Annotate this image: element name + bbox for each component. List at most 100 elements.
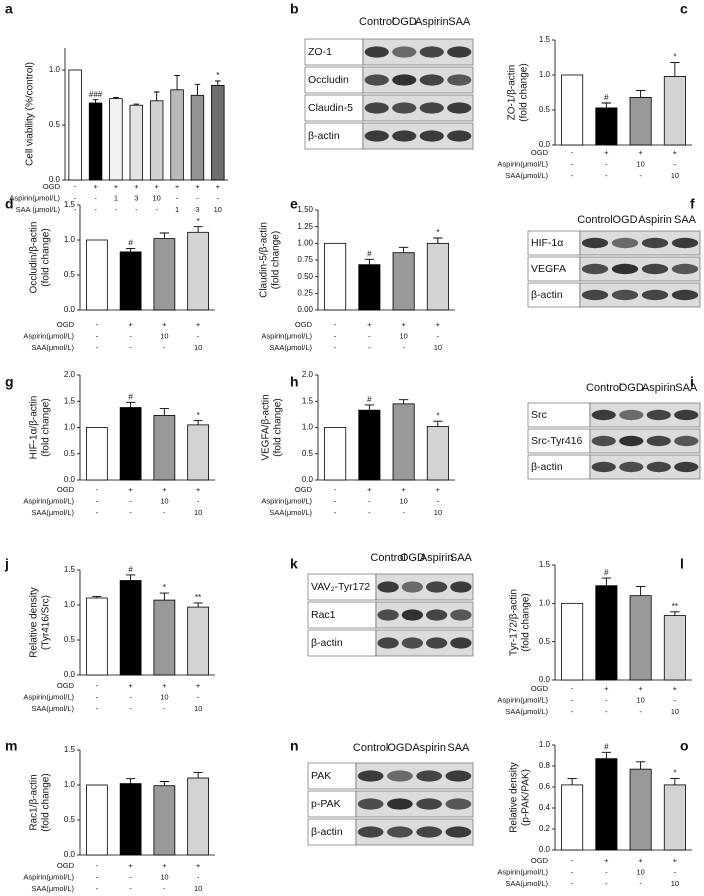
y-tick-label: 1.5 <box>302 396 314 405</box>
error-bar <box>433 237 443 244</box>
error-bar <box>601 751 612 759</box>
blot-label-box <box>527 428 591 454</box>
blot-band <box>401 609 424 621</box>
blot-band <box>450 581 472 593</box>
y-tick-label: 1.0 <box>64 423 76 432</box>
blot-band <box>591 461 616 473</box>
treatment-label: SAA (μmol/L) <box>16 205 61 214</box>
treatment-cell: - <box>163 508 166 517</box>
treatment-label: Aspirin(μmol/L) <box>497 695 548 704</box>
treatment-cell: - <box>196 193 199 202</box>
blot-band <box>641 263 669 275</box>
blot-band <box>445 826 472 838</box>
y-axis-label: (fold change) <box>41 398 52 456</box>
bar-chart: h VEGFA/β-actin (fold change) 0.0 0.5 1.0 1.5 2… <box>261 370 455 517</box>
treatment-cell: + <box>196 320 201 329</box>
treatment-cell: - <box>571 684 574 693</box>
bar <box>629 97 652 146</box>
error-bar <box>635 89 646 98</box>
blot-band <box>401 637 424 649</box>
treatment-cell: - <box>74 193 77 202</box>
treatment-cell: - <box>674 695 677 704</box>
blot-label-box <box>307 762 357 790</box>
treatment-cell: - <box>605 159 608 168</box>
panel-letter: n <box>290 738 299 754</box>
treatment-cell: 10 <box>194 704 202 713</box>
treatment-cell: + <box>436 320 441 329</box>
bar <box>119 580 142 676</box>
significance-mark: # <box>604 93 609 102</box>
y-tick-label: 2.0 <box>64 370 76 379</box>
treatment-label: Aspirin(μmol/L) <box>261 331 312 340</box>
treatment-cell: - <box>334 496 337 505</box>
bar <box>358 409 381 481</box>
blot-band <box>419 46 444 58</box>
error-bar <box>215 80 221 86</box>
lane-label: Aspirin <box>412 742 446 754</box>
treatment-label: OGD <box>295 485 313 494</box>
bar <box>109 98 123 181</box>
treatment-cell: - <box>197 496 200 505</box>
y-axis-label: Relative density <box>29 587 40 658</box>
treatment-cell: + <box>638 856 643 865</box>
error-bar <box>670 61 680 77</box>
blot-label-box <box>527 402 591 428</box>
blot-band <box>619 409 644 421</box>
treatment-cell: + <box>216 182 221 191</box>
treatment-cell: + <box>93 182 98 191</box>
bar <box>187 606 209 676</box>
y-tick-label: 0.5 <box>302 449 314 458</box>
treatment-cell: + <box>154 182 159 191</box>
treatment-cell: 10 <box>214 205 222 214</box>
error-bar <box>601 577 612 586</box>
blot-band <box>364 102 389 114</box>
bar <box>153 599 176 676</box>
treatment-cell: 10 <box>160 331 168 340</box>
treatment-cell: + <box>114 182 119 191</box>
treatment-cell: 10 <box>153 193 161 202</box>
blot-band <box>447 102 472 114</box>
treatment-cell: - <box>197 872 200 881</box>
error-bar <box>159 408 169 416</box>
protein-label: β-actin <box>311 826 343 838</box>
error-bar <box>133 103 140 106</box>
treatment-cell: - <box>437 331 440 340</box>
treatment-cell: + <box>162 681 167 690</box>
bar <box>153 785 176 856</box>
error-bar <box>159 592 169 601</box>
treatment-label: OGD <box>295 320 313 329</box>
treatment-label: Aspirin(μmol/L) <box>261 496 312 505</box>
treatment-cell: - <box>334 508 337 517</box>
lane-label: OGD <box>619 382 644 394</box>
treatment-cell: - <box>155 205 158 214</box>
lane-label: Control <box>359 16 394 28</box>
error-bar <box>364 404 375 411</box>
treatment-label: OGD <box>531 856 549 865</box>
lane-label: SAA <box>674 214 697 226</box>
treatment-cell: - <box>74 182 77 191</box>
treatment-cell: 10 <box>636 695 644 704</box>
blot-band <box>419 102 444 114</box>
treatment-cell: - <box>96 496 99 505</box>
blot-band <box>641 289 669 301</box>
significance-mark: ** <box>672 602 678 611</box>
blot-band <box>357 770 384 782</box>
blot-band <box>591 435 616 447</box>
bar <box>663 615 686 681</box>
treatment-cell: + <box>128 861 133 870</box>
treatment-cell: - <box>334 320 337 329</box>
blot-band <box>641 237 669 249</box>
error-bar <box>193 226 203 233</box>
treatment-cell: - <box>368 496 371 505</box>
treatment-cell: - <box>96 692 99 701</box>
treatment-cell: 10 <box>194 343 202 352</box>
treatment-cell: + <box>162 485 167 494</box>
error-bar <box>126 401 136 408</box>
treatment-cell: - <box>571 148 574 157</box>
y-tick-label: 0.0 <box>302 475 314 484</box>
blot-label-box <box>527 454 591 480</box>
blot-band <box>387 798 413 810</box>
treatment-label: SAA(μmol/L) <box>269 508 312 517</box>
treatment-label: Aspirin(μmol/L) <box>497 159 548 168</box>
